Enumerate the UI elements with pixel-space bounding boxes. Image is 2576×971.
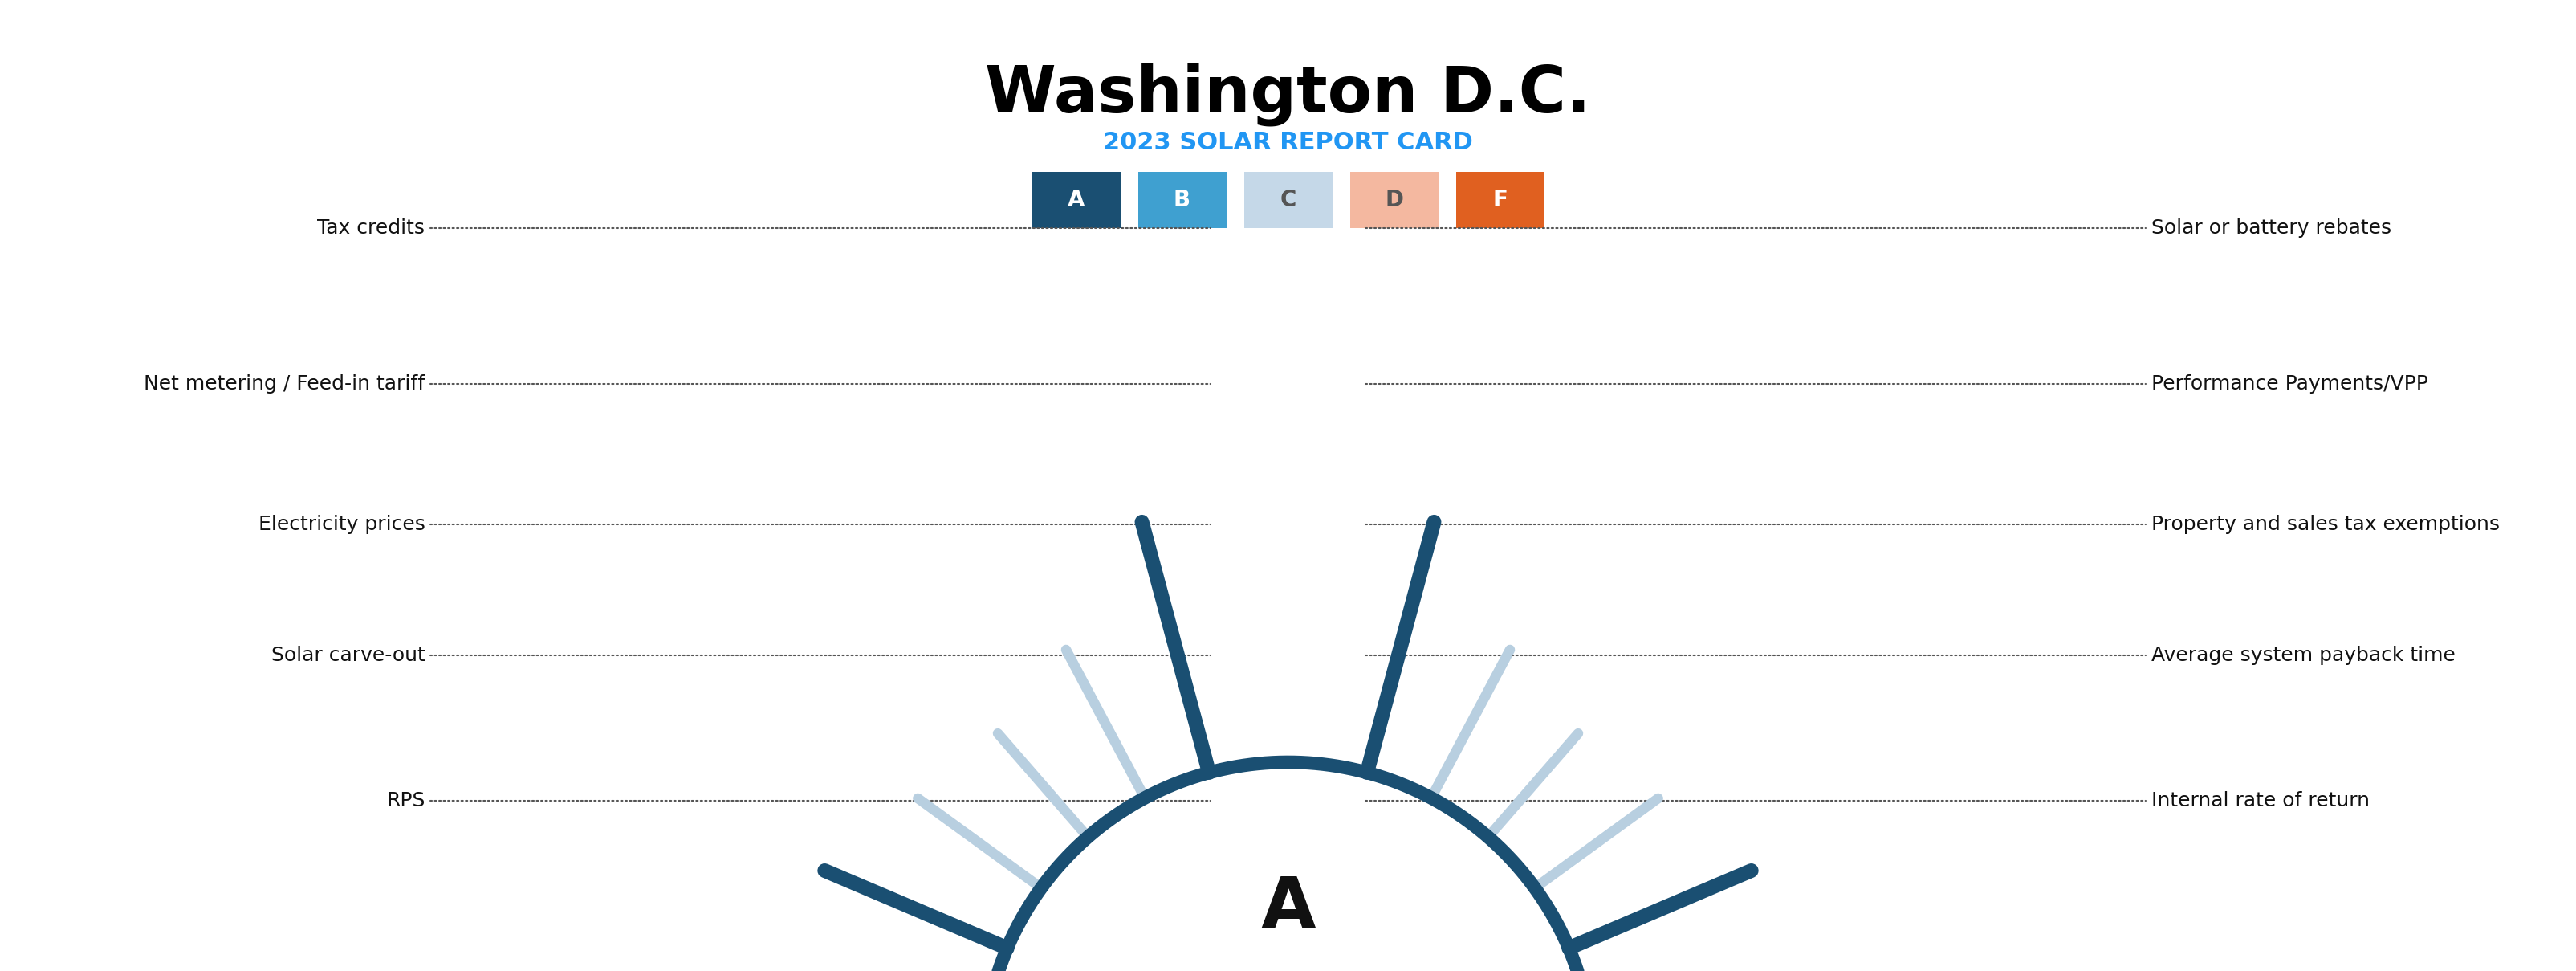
Text: RPS: RPS xyxy=(386,791,425,811)
Text: Net metering / Feed-in tariff: Net metering / Feed-in tariff xyxy=(144,374,425,393)
Bar xyxy=(1033,172,1121,228)
Bar xyxy=(1455,172,1543,228)
Text: Tax credits: Tax credits xyxy=(317,218,425,238)
Text: Average system payback time: Average system payback time xyxy=(2151,646,2455,665)
Bar xyxy=(1244,172,1332,228)
Text: Property and sales tax exemptions: Property and sales tax exemptions xyxy=(2151,515,2499,534)
Text: Solar carve-out: Solar carve-out xyxy=(270,646,425,665)
Bar xyxy=(1139,172,1226,228)
Text: Washington D.C.: Washington D.C. xyxy=(984,63,1592,126)
Text: C: C xyxy=(1280,188,1296,212)
Text: B: B xyxy=(1175,188,1190,212)
Bar xyxy=(1350,172,1437,228)
Text: F: F xyxy=(1492,188,1507,212)
Text: D: D xyxy=(1386,188,1404,212)
Text: Electricity prices: Electricity prices xyxy=(258,515,425,534)
Text: A: A xyxy=(1066,188,1084,212)
Text: Solar or battery rebates: Solar or battery rebates xyxy=(2151,218,2391,238)
Text: A: A xyxy=(1260,874,1316,944)
Text: Internal rate of return: Internal rate of return xyxy=(2151,791,2370,811)
Text: 2023 SOLAR REPORT CARD: 2023 SOLAR REPORT CARD xyxy=(1103,131,1473,154)
Text: Performance Payments/VPP: Performance Payments/VPP xyxy=(2151,374,2427,393)
